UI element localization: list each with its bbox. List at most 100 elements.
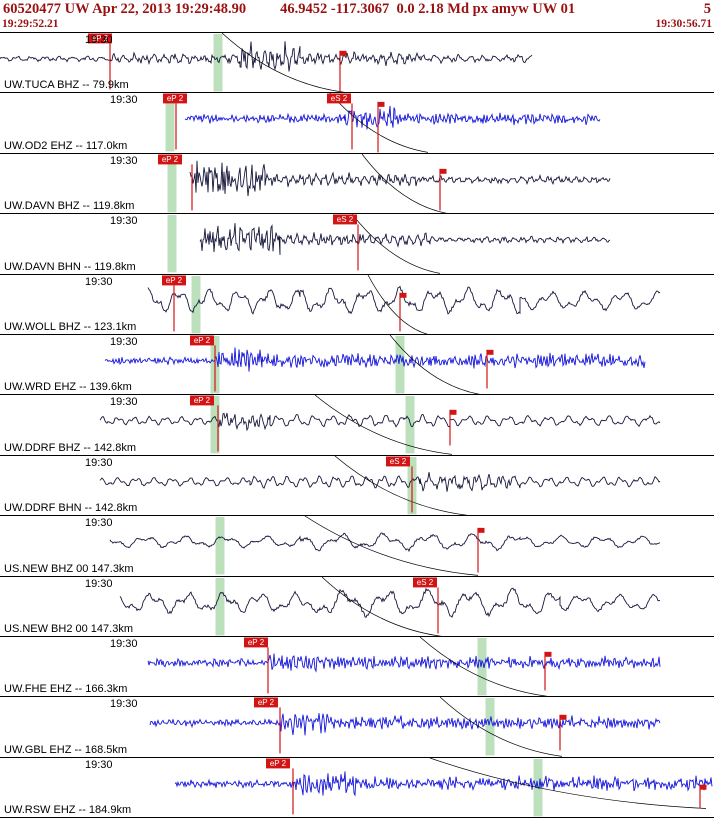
pick-label-box[interactable] — [254, 697, 278, 708]
pick-label-box[interactable] — [386, 456, 410, 467]
pick-label-box[interactable] — [333, 214, 357, 225]
event-id-time: 60520477 UW Apr 22, 2013 19:29:48.90 — [3, 1, 247, 17]
trace-panel-uw-woll-bhz[interactable]: eP 2 19:30 UW.WOLL BHZ -- 123.1km — [0, 273, 714, 334]
trace-panel-uw-davn-bhn[interactable]: eS 2 19:30 UW.DAVN BHN -- 119.8km — [0, 213, 714, 274]
station-label: UW.DAVN BHZ -- 119.8km — [4, 200, 135, 213]
waveform-trace — [149, 713, 661, 736]
pick-flag-icon[interactable] — [377, 102, 385, 108]
pick-label-box[interactable] — [413, 577, 437, 587]
phase-window-band — [210, 396, 220, 454]
station-label: UW.WOLL BHZ -- 123.1km — [4, 320, 137, 333]
pick-phase-label: eP 2 — [270, 759, 287, 768]
trace-time-label: 19:30 — [110, 637, 138, 650]
pick-flag-icon[interactable] — [439, 168, 447, 174]
seismogram-canvas[interactable]: eP 2 — [0, 334, 714, 395]
seismogram-canvas[interactable]: eP 2 — [0, 697, 714, 757]
trace-panel-us-new-bhz[interactable]: 19:30 US.NEW BHZ 00 147.3km — [0, 515, 714, 576]
phase-window-band — [395, 335, 405, 394]
station-label: US.NEW BHZ 00 147.3km — [4, 562, 134, 575]
seismogram-canvas[interactable]: eS 2 — [0, 214, 714, 274]
station-label: UW.WRD EHZ -- 139.6km — [4, 381, 132, 394]
pick-label-box[interactable] — [88, 33, 112, 44]
pick-flag-icon[interactable] — [449, 410, 457, 416]
pick-label-box[interactable] — [190, 395, 214, 406]
pick-phase-label: eP 2 — [258, 699, 275, 708]
pick-flag-icon[interactable] — [559, 715, 567, 721]
trace-panel-uw-tuca-bhz[interactable]: eP 2 19:30 UW.TUCA BHZ -- 79.9km — [0, 32, 714, 93]
station-label: UW.TUCA BHZ -- 79.9km — [4, 79, 129, 92]
waveform-trace — [147, 653, 661, 673]
pick-label-box[interactable] — [244, 637, 268, 648]
seismogram-canvas[interactable]: eP 2 — [0, 153, 714, 214]
trace-time-label: 19:30 — [110, 215, 138, 228]
pick-flag-icon[interactable] — [544, 651, 552, 657]
phase-window-band — [165, 94, 175, 152]
pick-label-box[interactable] — [162, 275, 186, 285]
pick-flag-icon[interactable] — [699, 784, 707, 790]
trace-time-label: 19:30 — [85, 517, 113, 530]
pick-label-box[interactable] — [163, 93, 187, 104]
trace-panel-uw-gbl-ehz[interactable]: eP 2 19:30 UW.GBL EHZ -- 168.5km — [0, 696, 714, 757]
window-start-time: 19:29:52.21 — [2, 18, 59, 30]
seismogram-canvas[interactable]: eP 2 — [0, 636, 714, 697]
seismogram-canvas[interactable]: eP 2 — [0, 274, 714, 334]
trace-panel-us-new-bh2[interactable]: eS 2 19:30 US.NEW BH2 00 147.3km — [0, 575, 714, 636]
seismogram-canvas[interactable]: eP 2 eS 2 — [0, 93, 714, 153]
traveltime-curve — [351, 214, 441, 274]
traveltime-curve — [389, 334, 481, 395]
pick-label-box[interactable] — [266, 758, 290, 769]
station-label: UW.FHE EHZ -- 166.3km — [4, 683, 128, 696]
trace-time-label: 19:30 — [110, 335, 138, 348]
trace-panel-uw-ddrf-bhn[interactable]: eS 2 19:30 UW.DDRF BHN -- 142.8km — [0, 454, 714, 516]
phase-window-band — [485, 698, 495, 756]
traveltime-curve — [361, 153, 448, 214]
phase-window-band — [477, 637, 487, 696]
trace-panel-uw-davn-bhz[interactable]: eP 2 19:30 UW.DAVN BHZ -- 119.8km — [0, 152, 714, 214]
phase-window-band — [167, 154, 177, 213]
trace-panel-uw-wrd-ehz[interactable]: eP 2 19:30 UW.WRD EHZ -- 139.6km — [0, 333, 714, 395]
waveform-trace — [99, 471, 661, 492]
waveform-trace — [0, 41, 533, 72]
trace-time-label: 19:30 — [85, 275, 113, 288]
seismogram-canvas[interactable]: eS 2 — [0, 576, 714, 636]
trace-time-label: 19:30 — [110, 698, 138, 711]
trace-panel-uw-od2-ehz[interactable]: eP 2 eS 2 19:30 UW.OD2 EHZ -- 117.0km — [0, 92, 714, 153]
station-label: UW.GBL EHZ -- 168.5km — [4, 743, 128, 756]
waveform-trace — [99, 413, 661, 432]
pick-label-box[interactable] — [327, 93, 351, 104]
event-title-row: 60520477 UW Apr 22, 2013 19:29:48.90 46.… — [0, 0, 714, 18]
waveform-trace — [199, 223, 611, 256]
seismogram-canvas[interactable]: eP 2 — [0, 757, 714, 817]
pick-flag-icon[interactable] — [399, 292, 407, 298]
pick-flag-icon[interactable] — [339, 50, 347, 56]
pick-phase-label: eP 2 — [162, 155, 179, 164]
trace-time-label: 19:30 — [110, 396, 138, 409]
station-label: UW.DDRF BHN -- 142.8km — [4, 502, 138, 515]
pick-label-box[interactable] — [158, 154, 182, 165]
phase-window-band — [191, 275, 201, 333]
traveltime-curve — [304, 516, 479, 576]
waveform-trace — [189, 160, 611, 196]
station-label: UW.OD2 EHZ -- 117.0km — [4, 139, 128, 152]
pick-label-box[interactable] — [190, 335, 214, 346]
trace-time-label: 19:30 — [85, 34, 113, 46]
phase-window-band — [405, 396, 415, 454]
pick-phase-label: eS 2 — [337, 215, 354, 224]
trace-panel-uw-rsw-ehz[interactable]: eP 2 19:30 UW.RSW EHZ -- 184.9km — [0, 756, 714, 818]
seismogram-canvas[interactable] — [0, 516, 714, 576]
pick-flag-icon[interactable] — [486, 349, 494, 355]
trace-panel-uw-fhe-ehz[interactable]: eP 2 19:30 UW.FHE EHZ -- 166.3km — [0, 635, 714, 697]
seismogram-canvas[interactable]: eP 2 — [0, 395, 714, 455]
pick-phase-label: eS 2 — [417, 578, 434, 587]
seismogram-canvas[interactable]: eS 2 — [0, 455, 714, 516]
pick-phase-label: eS 2 — [390, 457, 407, 466]
pick-flag-icon[interactable] — [477, 528, 485, 533]
trace-page-count: 5 — [703, 1, 711, 17]
trace-time-label: 19:30 — [85, 758, 113, 771]
trace-panels: eP 2 19:30 UW.TUCA BHZ -- 79.9km eP 2 eS 2 19… — [0, 32, 714, 818]
trace-panel-uw-ddrf-bhz[interactable]: eP 2 19:30 UW.DDRF BHZ -- 142.8km — [0, 394, 714, 455]
traveltime-curve — [439, 697, 563, 757]
seismogram-canvas[interactable]: eP 2 — [0, 33, 714, 93]
trace-time-label: 19:30 — [110, 94, 138, 107]
traveltime-curve — [367, 274, 429, 334]
